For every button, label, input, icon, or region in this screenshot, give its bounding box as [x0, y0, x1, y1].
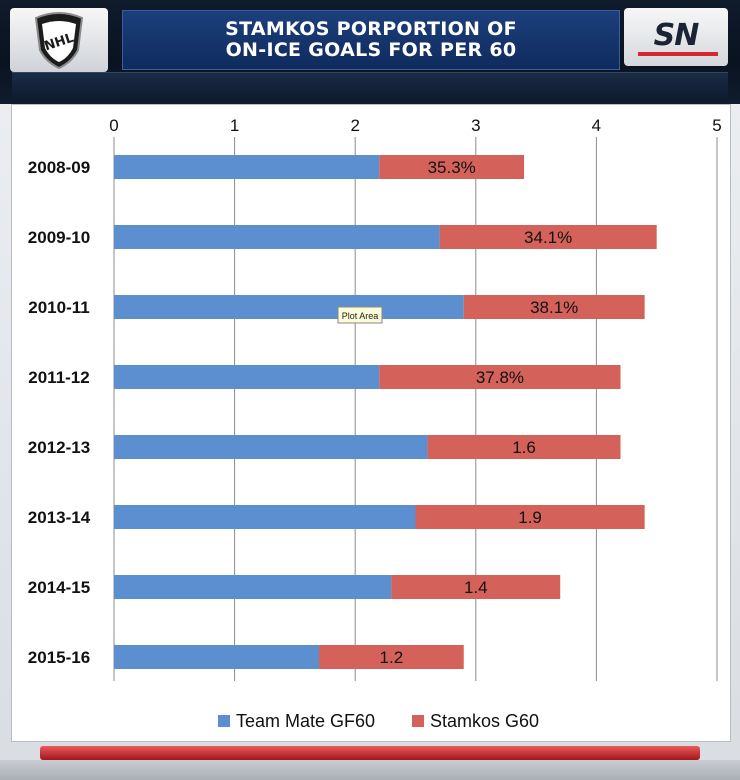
legend-swatch-stamkos [412, 715, 424, 727]
bar-team-mate [114, 225, 440, 249]
header-band [12, 72, 728, 101]
sn-logo-stripe [638, 52, 718, 56]
bar-stamkos [415, 505, 645, 529]
bar-stamkos [379, 155, 525, 179]
category-label: 2013-14 [28, 508, 91, 527]
nhl-shield-icon: NHL [34, 12, 84, 70]
x-tick-label: 2 [350, 116, 359, 135]
bar-team-mate [114, 365, 380, 389]
data-label: 1.2 [380, 648, 404, 667]
data-label: 37.8% [476, 368, 524, 387]
data-label: 1.4 [464, 578, 488, 597]
legend-label-team-mate: Team Mate GF60 [236, 711, 375, 731]
chart-title-line-2: ON-ICE GOALS FOR PER 60 [225, 39, 517, 61]
bar-team-mate [114, 295, 464, 319]
x-tick-label: 1 [230, 116, 239, 135]
category-label: 2008-09 [28, 158, 90, 177]
bar-team-mate [114, 645, 320, 669]
x-tick-label: 0 [109, 116, 118, 135]
data-label: 35.3% [428, 158, 476, 177]
footer-bar [40, 746, 700, 760]
bar-team-mate [114, 435, 428, 459]
bar-stamkos [463, 295, 645, 319]
footer-base [0, 760, 740, 780]
bar-team-mate [114, 505, 416, 529]
x-tick-label: 5 [712, 116, 721, 135]
sn-logo-text: SN [653, 18, 700, 53]
bar-stamkos [379, 365, 621, 389]
legend-label-stamkos: Stamkos G60 [430, 711, 539, 731]
legend-swatch-team-mate [218, 715, 230, 727]
bar-stamkos [439, 225, 657, 249]
chart-title-line-1: STAMKOS PORPORTION OF [225, 18, 517, 40]
x-tick-label: 4 [592, 116, 601, 135]
stacked-bar-chart: 0 1 2 3 4 5 35.3% 2008-09 34.1% 2009-10 38.1% 2010-… [28, 116, 722, 731]
category-label: 2010-11 [28, 298, 89, 317]
bar-team-mate [114, 575, 392, 599]
header: NHL STAMKOS PORPORTION OF ON-ICE GOALS F… [0, 0, 740, 104]
sn-logo: SN [624, 8, 728, 66]
bar-team-mate [114, 155, 380, 179]
data-label: 1.6 [512, 438, 536, 457]
title-box: STAMKOS PORPORTION OF ON-ICE GOALS FOR P… [122, 10, 620, 70]
bar-stamkos [391, 575, 561, 599]
nhl-logo: NHL [10, 8, 108, 72]
data-label: 34.1% [524, 228, 572, 247]
tooltip-text: Plot Area [342, 311, 379, 321]
tooltip-box [337, 306, 383, 324]
category-label: 2012-13 [28, 438, 90, 457]
data-label: 1.9 [518, 508, 542, 527]
chart-panel: 0 1 2 3 4 5 35.3% 2008-09 34.1% 2009-10 38.1% 2010-… [11, 104, 731, 742]
category-label: 2011-12 [28, 368, 89, 387]
category-label: 2015-16 [28, 648, 90, 667]
category-label: 2014-15 [28, 578, 90, 597]
data-label: 38.1% [530, 298, 578, 317]
x-tick-label: 3 [471, 116, 480, 135]
bar-stamkos [427, 435, 621, 459]
bar-stamkos [319, 645, 464, 669]
category-label: 2009-10 [28, 228, 90, 247]
